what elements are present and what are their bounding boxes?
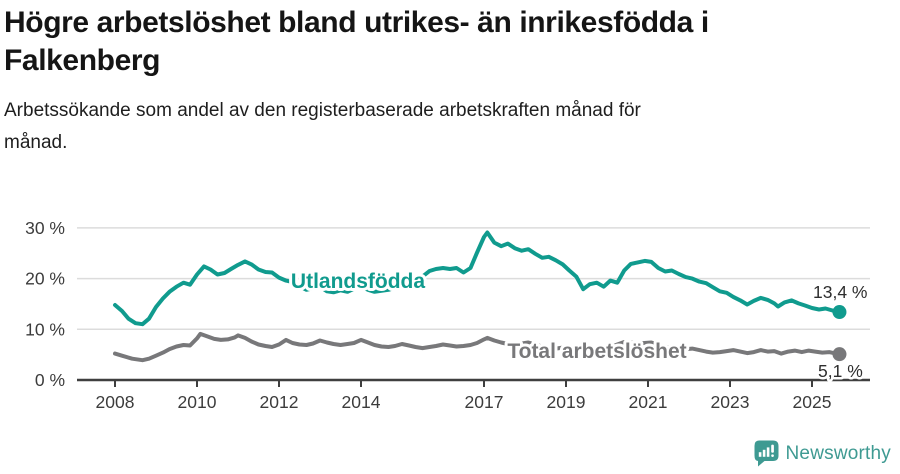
series-end-dot-total bbox=[832, 347, 847, 362]
y-tick-label: 20 % bbox=[25, 269, 65, 289]
brand-footer: Newsworthy bbox=[754, 440, 891, 467]
x-tick-label: 2021 bbox=[629, 392, 668, 412]
x-tick-label: 2019 bbox=[547, 392, 586, 412]
x-tick-label: 2008 bbox=[96, 392, 135, 412]
page-subtitle: Arbetssökande som andel av den registerb… bbox=[4, 99, 641, 153]
chart-header: Högre arbetslöshet bland utrikes- än inr… bbox=[4, 4, 864, 159]
series-name-label-total: Total arbetslöshet bbox=[507, 340, 686, 363]
series-line-utlandsfodda bbox=[113, 230, 842, 327]
chart-area: 0 % 10 % 20 % 30 % 2008 2010 2012 2014 2017 2019 2… bbox=[0, 200, 900, 435]
x-tick-label: 2014 bbox=[342, 392, 381, 412]
series-line-total bbox=[113, 331, 842, 363]
x-tick-label: 2025 bbox=[793, 392, 832, 412]
series-end-dot-utlandsfodda bbox=[832, 305, 847, 320]
y-tick-label: 10 % bbox=[25, 319, 65, 339]
x-tick-label: 2017 bbox=[465, 392, 504, 412]
series-end-value-total: 5,1 % bbox=[818, 361, 863, 381]
y-tick-label: 0 % bbox=[35, 370, 65, 390]
y-tick-label: 30 % bbox=[25, 218, 65, 238]
page-title: Högre arbetslöshet bland utrikes- än inr… bbox=[4, 6, 709, 78]
series-name-label-utlandsfodda: Utlandsfödda bbox=[291, 270, 425, 293]
brand-name: Newsworthy bbox=[785, 442, 891, 464]
x-tick-label: 2010 bbox=[178, 392, 217, 412]
series-end-value-utlandsfodda: 13,4 % bbox=[813, 282, 867, 302]
newsworthy-logo-icon bbox=[754, 440, 779, 467]
x-tick-label: 2012 bbox=[260, 392, 299, 412]
unemployment-line-chart: 0 % 10 % 20 % 30 % 2008 2010 2012 2014 2017 2019 2… bbox=[25, 218, 870, 412]
x-tick-label: 2023 bbox=[711, 392, 750, 412]
